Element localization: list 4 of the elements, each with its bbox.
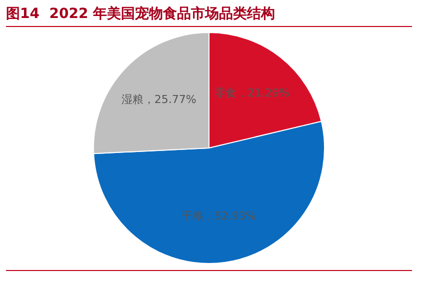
slice-label: 湿粮，25.77%: [121, 93, 196, 106]
slice-label: 干粮，52.93%: [181, 209, 256, 222]
slice-label: 零食，21.29%: [214, 86, 290, 100]
chart-title: 图14 2022 年美国宠物食品市场品类结构: [6, 4, 412, 27]
